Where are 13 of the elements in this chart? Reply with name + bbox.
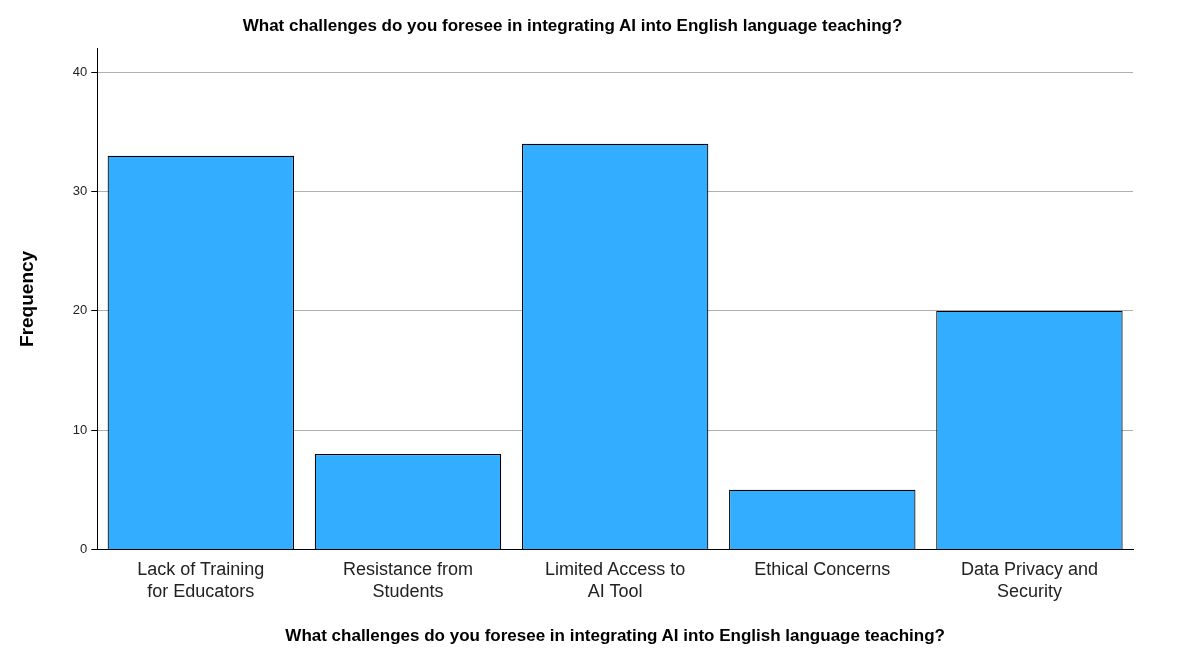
chart-title: What challenges do you foresee in integrating AI into English language teaching? bbox=[242, 15, 903, 35]
y-axis-title: Frequency bbox=[15, 250, 37, 347]
x-tick-label: Ethical Concerns bbox=[754, 559, 891, 580]
x-tick-label: Resistance from Students bbox=[342, 559, 474, 601]
x-tick-label: Limited Access to AI Tool bbox=[545, 559, 686, 601]
y-tick-label: 20 bbox=[72, 302, 88, 318]
x-axis-title: What challenges do you foresee in integrating AI into English language teaching? bbox=[285, 626, 945, 646]
y-tick-label: 30 bbox=[72, 183, 88, 199]
x-tick-label: Lack of Training for Educators bbox=[137, 559, 265, 601]
y-tick-label: 40 bbox=[72, 63, 88, 79]
y-tick-label: 0 bbox=[80, 540, 88, 556]
y-tick-label: 10 bbox=[72, 421, 88, 437]
x-tick-label: Data Privacy and Security bbox=[960, 559, 1098, 601]
